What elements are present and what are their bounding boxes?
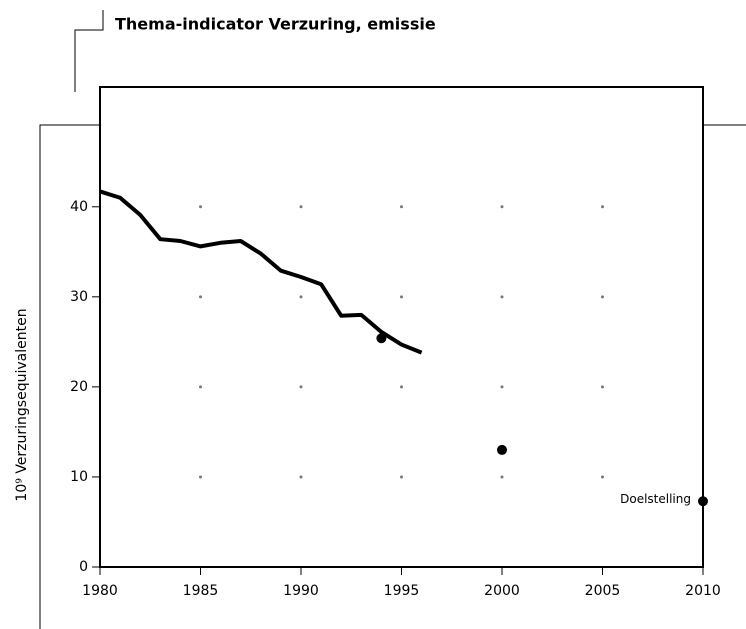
grid-dot — [400, 385, 403, 389]
grid-dot — [400, 475, 403, 479]
grid-dot — [299, 295, 303, 299]
grid-dot — [199, 385, 202, 389]
decor — [39, 10, 746, 629]
y-tick-label: 10 — [70, 469, 88, 485]
grid-dot — [299, 475, 303, 479]
x-tick-label: 1990 — [283, 583, 319, 599]
grid-dot — [400, 205, 403, 209]
x-tick-label: 1980 — [82, 583, 118, 599]
x-tick-label: 1995 — [384, 583, 420, 599]
chart-title: Thema-indicator Verzuring, emissie — [115, 15, 436, 34]
grid-dot — [601, 475, 604, 479]
grid-dot — [500, 385, 504, 389]
grid-dot — [500, 205, 504, 209]
grid-dot — [500, 295, 504, 299]
bracket — [39, 124, 100, 629]
grid-dot — [601, 205, 604, 209]
grid-dot — [299, 385, 303, 389]
y-tick-label: 20 — [70, 379, 88, 395]
grid-dot — [601, 385, 604, 389]
annotation: Doelstelling — [620, 492, 691, 506]
y-tick-label: 0 — [79, 559, 88, 575]
bracket — [74, 10, 104, 92]
target-point — [497, 444, 507, 455]
x-tick-label: 2010 — [685, 583, 721, 599]
target-point — [698, 496, 708, 507]
target-point — [376, 333, 387, 344]
y-tick-label: 30 — [70, 289, 88, 305]
x-tick-label: 2005 — [585, 583, 621, 599]
x-tick-label: 1985 — [183, 583, 219, 599]
grid-dot — [199, 475, 202, 479]
grid-dot — [500, 475, 504, 479]
line — [99, 189, 423, 355]
grid-dot — [299, 205, 303, 209]
y-axis-label: 10⁹ Verzuringsequivalenten — [14, 308, 30, 501]
grid-dot — [199, 295, 202, 299]
grid-dot — [199, 205, 202, 209]
plot-frame — [99, 86, 704, 568]
y-tick-label: 40 — [70, 199, 88, 215]
grid-dot — [400, 295, 403, 299]
grid-dot — [601, 295, 604, 299]
x-tick-label: 2000 — [484, 583, 520, 599]
